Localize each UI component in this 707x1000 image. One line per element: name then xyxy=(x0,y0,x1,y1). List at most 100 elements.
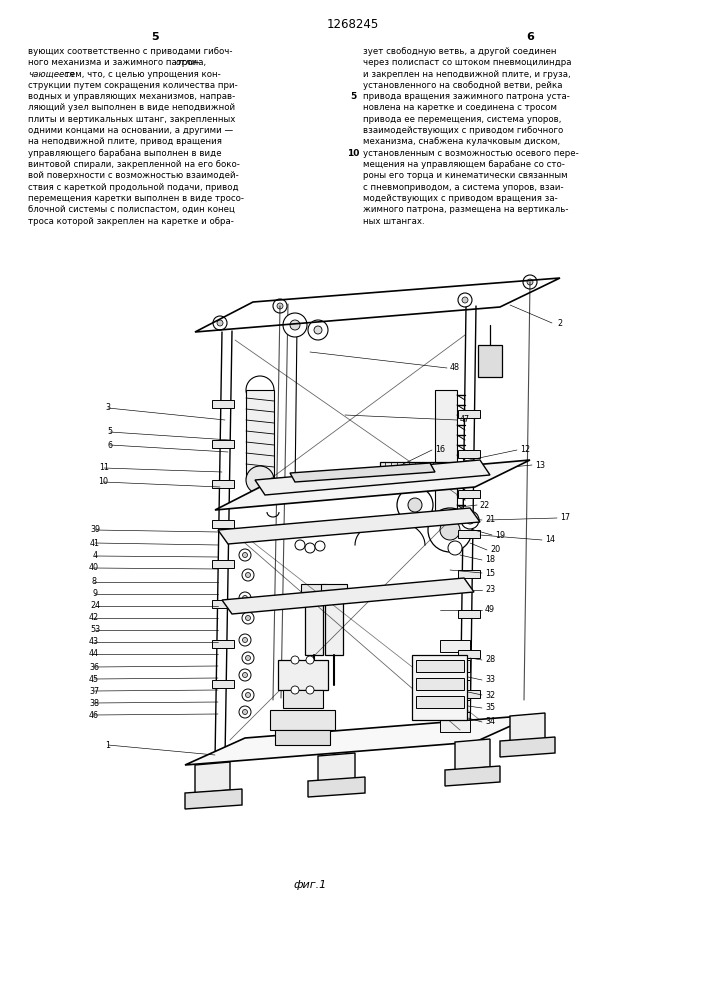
Bar xyxy=(212,400,234,408)
Polygon shape xyxy=(290,463,435,482)
Text: механизма, снабжена кулачковым диском,: механизма, снабжена кулачковым диском, xyxy=(363,137,560,146)
Bar xyxy=(412,655,467,720)
Bar xyxy=(305,590,323,655)
Text: одними концами на основании, а другими —: одними концами на основании, а другими — xyxy=(28,126,233,135)
Text: роны его торца и кинематически связанным: роны его торца и кинематически связанным xyxy=(363,171,568,180)
Text: 5: 5 xyxy=(151,32,159,42)
Text: 41: 41 xyxy=(90,538,100,548)
Text: взаимодействующих с приводом гибочного: взаимодействующих с приводом гибочного xyxy=(363,126,563,135)
Text: чающееся: чающееся xyxy=(28,70,74,79)
Circle shape xyxy=(458,293,472,307)
Circle shape xyxy=(273,299,287,313)
Bar xyxy=(416,660,464,672)
Bar xyxy=(458,690,480,698)
Text: плиты и вертикальных штанг, закрепленных: плиты и вертикальных штанг, закрепленных xyxy=(28,115,235,124)
Text: через полиспаст со штоком пневмоцилиндра: через полиспаст со штоком пневмоцилиндра xyxy=(363,58,571,67)
Text: 22: 22 xyxy=(480,500,490,510)
Text: 36: 36 xyxy=(89,662,99,672)
Circle shape xyxy=(397,487,433,523)
Text: перемещения каретки выполнен в виде тросо-: перемещения каретки выполнен в виде трос… xyxy=(28,194,244,203)
Circle shape xyxy=(461,511,479,529)
Text: установленным с возможностью осевого пере-: установленным с возможностью осевого пер… xyxy=(363,149,579,158)
Circle shape xyxy=(245,692,250,698)
Text: 4: 4 xyxy=(93,552,98,560)
Text: 40: 40 xyxy=(89,564,99,572)
Polygon shape xyxy=(195,762,230,793)
Bar xyxy=(440,640,470,652)
Text: 47: 47 xyxy=(460,416,470,424)
Text: 2: 2 xyxy=(557,318,563,328)
Text: 21: 21 xyxy=(485,516,495,524)
Text: 44: 44 xyxy=(89,650,99,658)
Circle shape xyxy=(523,275,537,289)
Circle shape xyxy=(245,656,250,660)
Text: 6: 6 xyxy=(526,32,534,42)
Bar xyxy=(212,520,234,528)
Bar xyxy=(212,480,234,488)
Text: 5: 5 xyxy=(107,428,112,436)
Text: установленного на свободной ветви, рейка: установленного на свободной ветви, рейка xyxy=(363,81,563,90)
Text: 6: 6 xyxy=(107,440,112,450)
Bar xyxy=(321,584,347,592)
Circle shape xyxy=(246,376,274,404)
Circle shape xyxy=(295,540,305,550)
Text: вующих соответственно с приводами гибоч-: вующих соответственно с приводами гибоч- xyxy=(28,47,233,56)
Text: привода вращения зажимного патрона уста-: привода вращения зажимного патрона уста- xyxy=(363,92,570,101)
Bar xyxy=(440,680,470,692)
Circle shape xyxy=(246,466,274,494)
Circle shape xyxy=(239,592,251,604)
Bar xyxy=(270,710,335,730)
Text: 45: 45 xyxy=(89,674,99,684)
Bar xyxy=(458,610,480,618)
Circle shape xyxy=(440,520,460,540)
Circle shape xyxy=(462,297,468,303)
Bar xyxy=(301,584,327,592)
Circle shape xyxy=(305,543,315,553)
Text: модействующих с приводом вращения за-: модействующих с приводом вращения за- xyxy=(363,194,558,203)
Text: мещения на управляющем барабане со сто-: мещения на управляющем барабане со сто- xyxy=(363,160,565,169)
Circle shape xyxy=(239,549,251,561)
Text: 23: 23 xyxy=(485,585,495,594)
Polygon shape xyxy=(218,508,480,544)
Text: 1268245: 1268245 xyxy=(327,18,379,31)
Circle shape xyxy=(242,689,254,701)
Circle shape xyxy=(243,710,247,714)
Bar xyxy=(212,560,234,568)
Bar xyxy=(458,450,480,458)
Bar xyxy=(325,590,343,655)
Text: 35: 35 xyxy=(485,704,495,712)
Bar xyxy=(416,696,464,708)
Circle shape xyxy=(314,326,322,334)
Text: отли-: отли- xyxy=(176,58,201,67)
Text: 1: 1 xyxy=(105,740,110,750)
Text: ляющий узел выполнен в виде неподвижной: ляющий узел выполнен в виде неподвижной xyxy=(28,104,235,112)
Bar xyxy=(440,700,470,712)
Polygon shape xyxy=(255,460,490,495)
Circle shape xyxy=(291,686,299,694)
Text: 13: 13 xyxy=(535,460,545,470)
Polygon shape xyxy=(318,753,355,784)
Bar xyxy=(458,410,480,418)
Circle shape xyxy=(448,541,462,555)
Text: тем, что, с целью упрощения кон-: тем, что, с целью упрощения кон- xyxy=(62,70,221,79)
Text: 53: 53 xyxy=(90,626,100,635)
Text: 10: 10 xyxy=(347,149,359,158)
Text: с пневмоприводом, а система упоров, взаи-: с пневмоприводом, а система упоров, взаи… xyxy=(363,183,563,192)
Circle shape xyxy=(428,508,472,552)
Text: 9: 9 xyxy=(93,589,98,598)
Bar xyxy=(275,730,330,745)
Circle shape xyxy=(290,320,300,330)
Text: водных и управляющих механизмов, направ-: водных и управляющих механизмов, направ- xyxy=(28,92,235,101)
Bar xyxy=(278,660,328,690)
Circle shape xyxy=(283,313,307,337)
Text: 32: 32 xyxy=(485,690,495,700)
Bar xyxy=(458,650,480,658)
Circle shape xyxy=(277,303,283,309)
Bar xyxy=(458,490,480,498)
Text: 15: 15 xyxy=(485,568,495,578)
Text: 28: 28 xyxy=(485,656,495,664)
Text: 14: 14 xyxy=(545,536,555,544)
Text: 17: 17 xyxy=(560,514,570,522)
Text: привода ее перемещения, система упоров,: привода ее перемещения, система упоров, xyxy=(363,115,561,124)
Bar xyxy=(458,530,480,538)
